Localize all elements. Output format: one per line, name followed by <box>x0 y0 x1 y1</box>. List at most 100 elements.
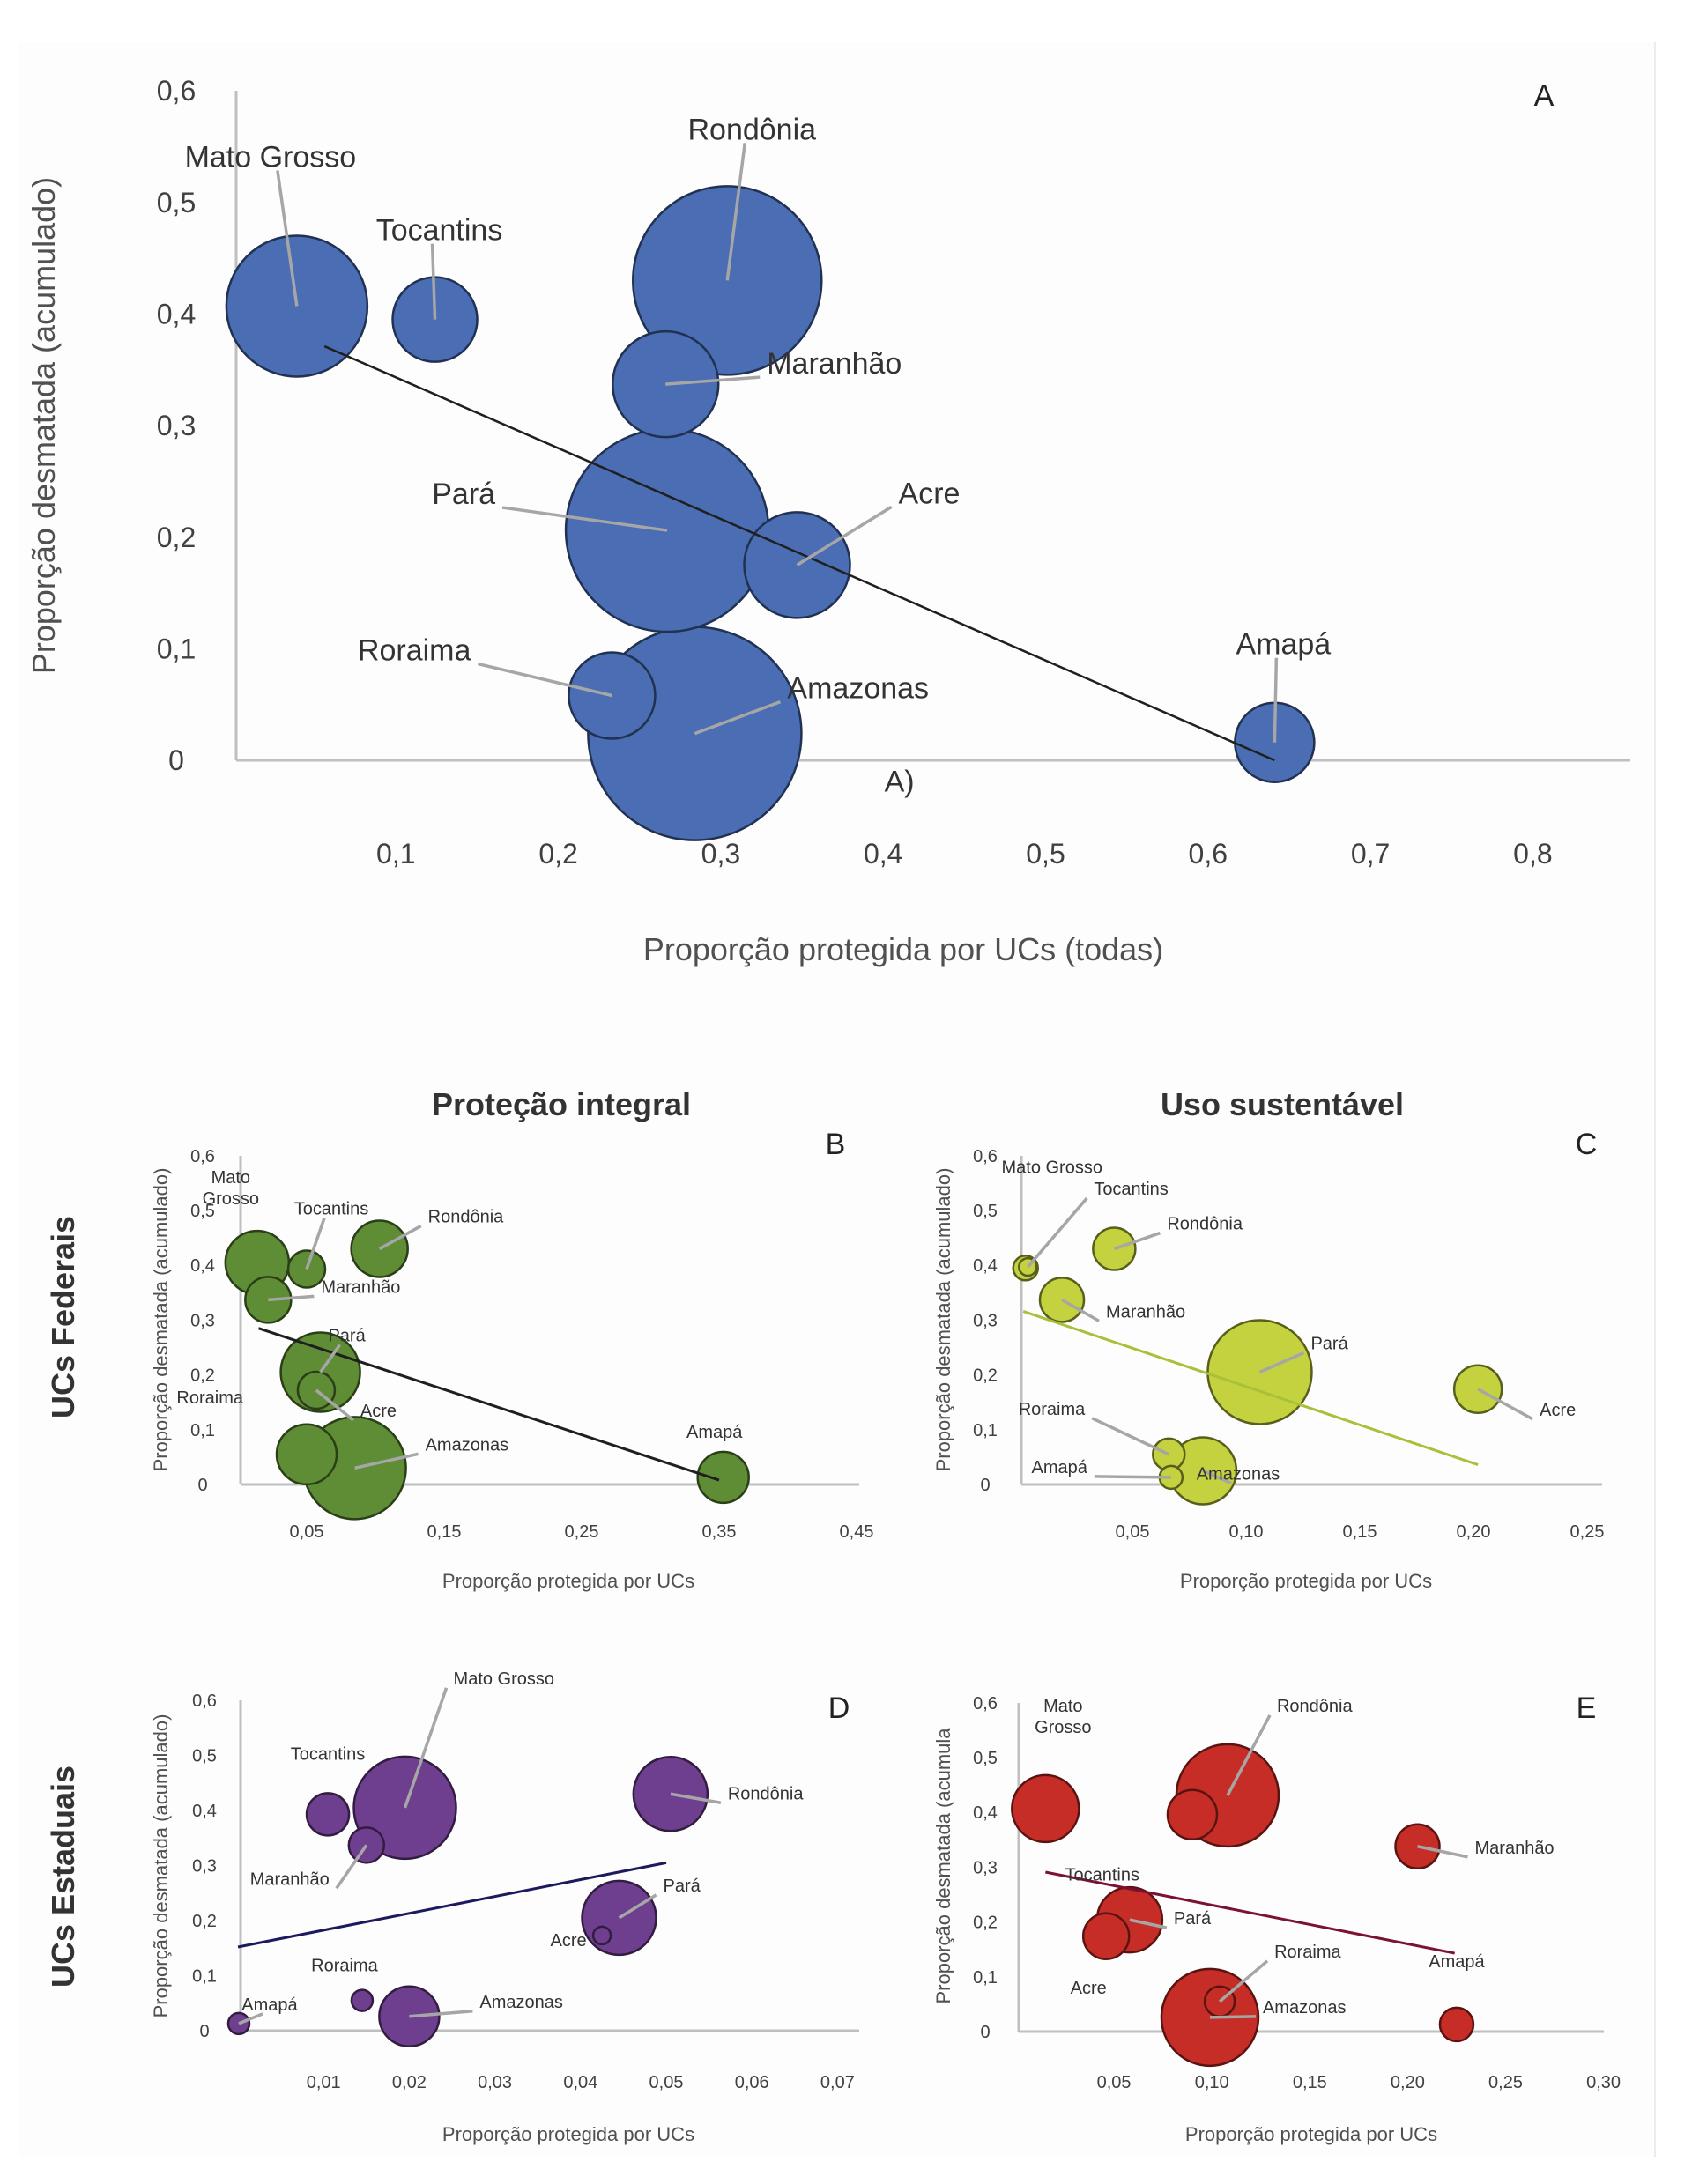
y-tick-label: 0,1 <box>157 633 196 665</box>
panel-letter: E <box>1577 1692 1597 1725</box>
y-tick-label: 0,5 <box>157 187 196 218</box>
point-label-roraima: Roraima <box>176 1388 243 1408</box>
bubble-acre[interactable] <box>591 1925 612 1946</box>
y-tick-label: 0,6 <box>973 1694 998 1714</box>
y-axis-title: Proporção desmatada (acumulado) <box>150 1168 172 1472</box>
point-label-roraima: Roraima <box>358 634 471 668</box>
point-label-maranhao: Maranhão <box>1106 1302 1185 1322</box>
y-tick-label: 0,1 <box>192 1967 217 1987</box>
y-axis-title: Proporção desmatada (acumulado) <box>26 177 62 674</box>
point-label-amazonas: Amazonas <box>426 1435 508 1455</box>
point-label-rondonia: Rondônia <box>687 113 816 146</box>
x-tick-label: 0,6 <box>1189 838 1228 870</box>
leader-line <box>725 143 747 281</box>
x-tick-label: 0,05 <box>1097 2073 1132 2092</box>
y-tick-label: 0,6 <box>157 75 196 107</box>
x-tick-label: 0,02 <box>392 2073 427 2092</box>
bubble-roraima[interactable] <box>350 1988 375 2012</box>
y-axis-title: Proporção desmatada (acumulado) <box>150 1714 172 2018</box>
x-tick-label: 0,30 <box>1586 2073 1621 2092</box>
point-label-rondonia: Rondônia <box>428 1208 505 1227</box>
y-tick-label: 0,6 <box>192 1692 217 1711</box>
x-axis-title: Proporção protegida por UCs <box>442 1570 694 1592</box>
point-label-acre: Acre <box>1071 1979 1107 1998</box>
leader-line <box>1091 1417 1170 1456</box>
leader-line <box>319 1344 342 1373</box>
bubble-amapa[interactable] <box>1438 2006 1475 2043</box>
y-tick-label: 0,3 <box>190 1311 215 1330</box>
x-tick-label: 0,15 <box>1293 2073 1327 2092</box>
leader-line <box>315 1388 355 1422</box>
point-label-amazonas: Amazonas <box>1197 1464 1280 1484</box>
point-label-amapa: Amapá <box>241 1995 298 2015</box>
leader-line <box>305 1217 326 1270</box>
point-label-roraima: Roraima <box>1274 1943 1341 1962</box>
bubble-tocantins[interactable] <box>1166 1788 1219 1840</box>
y-tick-label: 0,5 <box>973 1202 998 1221</box>
y-tick-label: 0,6 <box>190 1147 215 1166</box>
point-label-amazonas: Amazonas <box>787 672 929 706</box>
chart-d: 0 0,1 0,2 0,3 0,4 0,5 0,6 0,01 0,02 0,03 0,04 0,05 0… <box>150 1669 859 2145</box>
leader-line <box>335 1844 368 1890</box>
x-tick-label: 0,05 <box>290 1522 324 1542</box>
x-tick-label: 0,06 <box>735 2073 769 2092</box>
y-tick-label: 0,2 <box>157 522 196 553</box>
point-label-rondonia: Rondônia <box>728 1784 805 1803</box>
x-tick-label: 0,7 <box>1351 838 1390 870</box>
point-label-maranhao: Maranhão <box>1475 1839 1555 1858</box>
point-label-acre: Acre <box>899 477 961 510</box>
trend-line <box>1045 1870 1456 1955</box>
trend-line <box>323 344 1275 762</box>
point-label-acre: Acre <box>360 1402 397 1421</box>
point-label-maranhao: Maranhão <box>321 1277 400 1297</box>
point-label-rondonia: Rondônia <box>1277 1697 1354 1716</box>
y-tick-label: 0,1 <box>973 1968 998 1988</box>
bubble-tocantins[interactable] <box>305 1792 351 1837</box>
point-label-mato-grosso: Mato Grosso <box>1001 1158 1102 1177</box>
y-tick-label: 0,3 <box>192 1857 217 1877</box>
row-title-ucs-federais: UCs Federais <box>45 1216 81 1418</box>
x-tick-label: 0,05 <box>1116 1522 1150 1542</box>
leader-line <box>1258 1351 1305 1374</box>
point-label-maranhao: Maranhão <box>250 1869 330 1889</box>
x-tick-label: 0,4 <box>864 838 902 870</box>
x-tick-label: 0,5 <box>1026 838 1065 870</box>
x-tick-label: 0,1 <box>376 838 415 870</box>
y-tick-label: 0,1 <box>190 1421 215 1440</box>
point-label-para: Pará <box>432 478 495 511</box>
leader-line <box>409 2010 473 2018</box>
leader-line <box>618 1893 657 1920</box>
leader-line <box>1026 1196 1088 1269</box>
y-tick-label: 0,2 <box>973 1914 998 1933</box>
panel-letter: A <box>1534 79 1555 113</box>
charts-layer: 0 0,1 0,2 0,3 0,4 0,5 0,6 0,1 0,2 0,3 0,4 0,5 0,6 0,7… <box>26 75 1630 2145</box>
leader-line <box>430 243 437 320</box>
y-tick-label: 0,3 <box>973 1858 998 1877</box>
point-label-tocantins: Tocantins <box>376 214 503 248</box>
x-tick-label: 0,15 <box>1343 1522 1377 1542</box>
y-tick-label: 0,4 <box>973 1256 998 1276</box>
x-tick-label: 0,8 <box>1513 838 1552 870</box>
panel-letter: B <box>826 1128 846 1161</box>
bubble-acre[interactable] <box>1081 1912 1131 1961</box>
y-tick-label: 0,3 <box>157 410 196 441</box>
bubble-roraima[interactable] <box>275 1423 338 1486</box>
leader-line <box>501 506 668 532</box>
bubble-amapa[interactable] <box>696 1450 750 1505</box>
figure-background <box>18 42 1656 2157</box>
trend-line <box>1022 1310 1479 1467</box>
bubble-mato-grosso[interactable] <box>1011 1773 1080 1844</box>
leader-line <box>1273 657 1279 743</box>
leader-line <box>378 1225 422 1251</box>
x-tick-label: 0,01 <box>307 2073 341 2092</box>
panel-letter: D <box>828 1692 850 1725</box>
point-label-mato-grosso: Mato Grosso <box>185 140 357 174</box>
x-tick-label: 0,10 <box>1229 1522 1264 1542</box>
y-tick-label: 0,4 <box>192 1802 217 1821</box>
point-label-mato-grosso: Mato <box>212 1168 250 1188</box>
x-tick-label: 0,04 <box>563 2073 597 2092</box>
y-tick-label: 0 <box>168 744 184 776</box>
chart-c: 0 0,1 0,2 0,3 0,4 0,5 0,6 0,05 0,10 0,15 0,20 0,25 P… <box>932 1128 1604 1592</box>
leader-line <box>670 1792 722 1804</box>
point-label-mato-grosso: Grosso <box>203 1189 259 1209</box>
